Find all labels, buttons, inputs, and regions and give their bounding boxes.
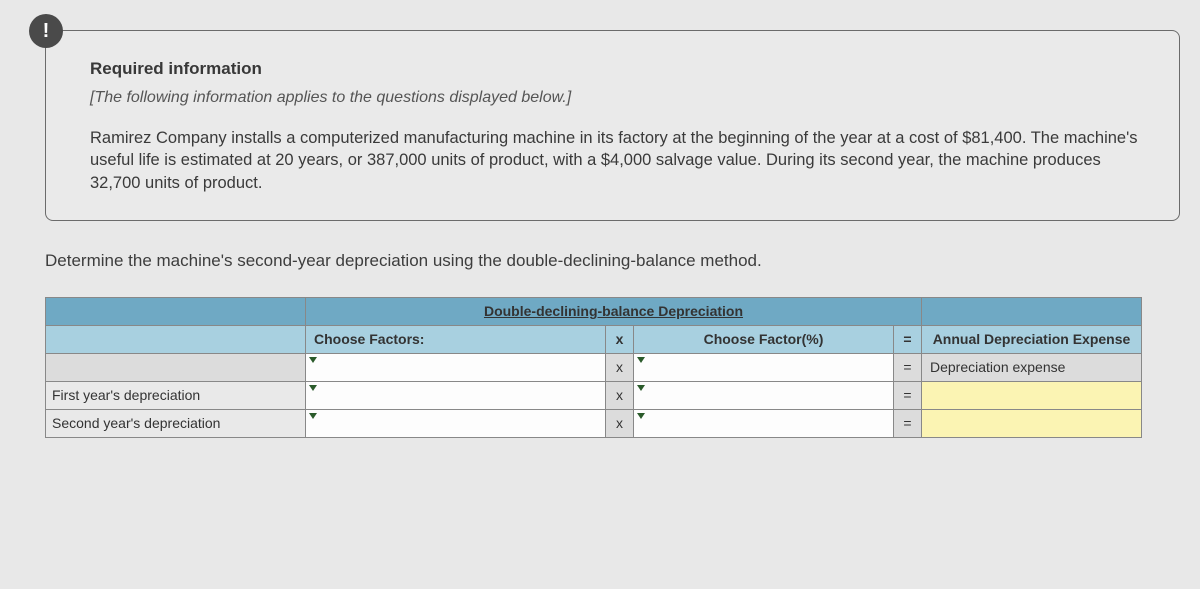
header-eq: = bbox=[894, 325, 922, 353]
table-title: Double-declining-balance Depreciation bbox=[306, 297, 922, 325]
instruction-text: Determine the machine's second-year depr… bbox=[45, 251, 1180, 271]
header-result: Annual Depreciation Expense bbox=[922, 325, 1142, 353]
depreciation-table-wrap: Double-declining-balance Depreciation Ch… bbox=[45, 297, 1180, 438]
mult-cell: x bbox=[606, 381, 634, 409]
eq-cell: = bbox=[894, 381, 922, 409]
result-cell: Depreciation expense bbox=[922, 353, 1142, 381]
chevron-down-icon bbox=[309, 357, 317, 363]
problem-text: Ramirez Company installs a computerized … bbox=[90, 127, 1143, 194]
factor-pct-dropdown[interactable] bbox=[634, 353, 894, 381]
factor1-dropdown[interactable] bbox=[306, 409, 606, 437]
result-input[interactable] bbox=[922, 381, 1142, 409]
header-blank-right bbox=[922, 297, 1142, 325]
header-blank-left bbox=[46, 297, 306, 325]
chevron-down-icon bbox=[637, 385, 645, 391]
table-row: Second year's depreciation x = bbox=[46, 409, 1142, 437]
factor1-dropdown[interactable] bbox=[306, 353, 606, 381]
header-choose-factors: Choose Factors: bbox=[306, 325, 606, 353]
row-label: First year's depreciation bbox=[46, 381, 306, 409]
table-row: First year's depreciation x = bbox=[46, 381, 1142, 409]
depreciation-table: Double-declining-balance Depreciation Ch… bbox=[45, 297, 1142, 438]
mult-cell: x bbox=[606, 409, 634, 437]
table-row: x = Depreciation expense bbox=[46, 353, 1142, 381]
header-mult: x bbox=[606, 325, 634, 353]
header-choose-factor-pct: Choose Factor(%) bbox=[634, 325, 894, 353]
factor1-dropdown[interactable] bbox=[306, 381, 606, 409]
alert-icon: ! bbox=[29, 14, 63, 48]
chevron-down-icon bbox=[309, 413, 317, 419]
required-info-title: Required information bbox=[90, 59, 1143, 79]
header-blank-label bbox=[46, 325, 306, 353]
required-info-panel: ! Required information [The following in… bbox=[45, 30, 1180, 221]
chevron-down-icon bbox=[637, 357, 645, 363]
chevron-down-icon bbox=[309, 385, 317, 391]
row-label: Second year's depreciation bbox=[46, 409, 306, 437]
eq-cell: = bbox=[894, 409, 922, 437]
factor-pct-dropdown[interactable] bbox=[634, 381, 894, 409]
eq-cell: = bbox=[894, 353, 922, 381]
result-input[interactable] bbox=[922, 409, 1142, 437]
factor-pct-dropdown[interactable] bbox=[634, 409, 894, 437]
chevron-down-icon bbox=[637, 413, 645, 419]
intro-text: [The following information applies to th… bbox=[90, 89, 1143, 107]
mult-cell: x bbox=[606, 353, 634, 381]
row-label bbox=[46, 353, 306, 381]
